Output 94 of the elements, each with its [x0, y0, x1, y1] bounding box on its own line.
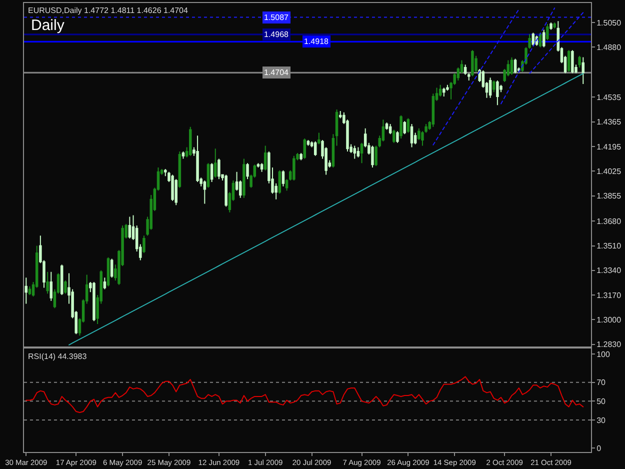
candlestick [196, 135, 199, 182]
y-tick-label: 100 [596, 350, 610, 359]
y-tick-label: 1.3170 [596, 290, 622, 300]
candlestick [110, 258, 114, 278]
y-tick-label: 1.3340 [596, 266, 622, 276]
candlestick [314, 140, 317, 156]
candlestick [92, 281, 96, 322]
candlestick [400, 114, 402, 139]
candlestick [103, 277, 106, 290]
candlestick [306, 139, 310, 146]
y-tick-label: 1.2830 [596, 340, 622, 350]
candlestick [206, 162, 210, 188]
candlestick [178, 151, 182, 188]
chart-title: EURUSD,Daily 1.4772 1.4811 1.4626 1.4704 [28, 6, 189, 15]
candlestick [492, 80, 496, 93]
candlestick [174, 178, 178, 206]
candlestick [567, 50, 570, 72]
candlestick [218, 158, 220, 180]
candlestick [300, 152, 302, 161]
y-tick-label: 1.4195 [596, 142, 622, 152]
candlestick [46, 271, 49, 294]
candlestick [50, 271, 53, 302]
candlestick [224, 174, 228, 208]
y-tick-label: 70 [596, 378, 606, 388]
candlestick [128, 216, 132, 239]
y-tick-label: 1.4535 [596, 93, 622, 102]
candlestick [171, 174, 174, 202]
y-tick-label: 1.4365 [596, 118, 622, 127]
candlestick [303, 138, 306, 160]
candlestick [542, 29, 546, 48]
y-tick-label: 1.3855 [596, 192, 622, 201]
candlestick [510, 56, 514, 76]
candlestick [246, 162, 249, 180]
candlestick [64, 280, 67, 294]
text: RSI(14) 44.3983 [28, 352, 88, 361]
candlestick [550, 22, 552, 30]
candlestick [438, 84, 442, 97]
candlestick [356, 146, 360, 158]
candlestick [260, 162, 264, 172]
candlestick [292, 155, 296, 182]
candlestick [442, 87, 446, 97]
candlestick [403, 120, 406, 135]
candlestick [496, 80, 499, 106]
ref-line-label: 1.5087 [264, 13, 290, 22]
candlestick [28, 286, 32, 296]
candlestick [514, 58, 517, 74]
candlestick [24, 277, 28, 304]
candlestick [142, 235, 146, 254]
y-tick-label: 1.4880 [596, 43, 622, 52]
candlestick [385, 122, 388, 130]
candlestick [189, 126, 192, 156]
candlestick [318, 132, 320, 145]
candlestick [571, 50, 574, 74]
ref-line-label: 1.4704 [264, 68, 290, 77]
y-tick-label: 1.3510 [596, 242, 622, 251]
y-tick-label: 0 [596, 444, 602, 454]
candlestick [182, 151, 185, 160]
candlestick [264, 145, 267, 171]
annotation: Daily [31, 17, 65, 34]
candlestick [392, 129, 396, 144]
candlestick [371, 145, 374, 168]
candlestick [396, 130, 399, 144]
candlestick [335, 109, 338, 146]
candlestick [406, 118, 410, 134]
candlestick [388, 124, 392, 135]
candlestick [282, 170, 285, 187]
candlestick [546, 24, 549, 40]
y-tick-label: 50 [596, 396, 606, 406]
candlestick [553, 22, 556, 29]
line-series [26, 376, 584, 413]
candlestick [332, 134, 335, 168]
candlestick [210, 162, 214, 182]
candlestick [353, 145, 356, 160]
candlestick [242, 158, 246, 198]
candlestick [60, 264, 64, 296]
candlestick [582, 56, 585, 85]
candlestick [488, 77, 492, 98]
candlestick [203, 180, 206, 204]
candlestick [578, 55, 581, 68]
y-tick-label: 1.5050 [596, 18, 622, 28]
candlestick [278, 170, 282, 194]
candlestick [106, 256, 110, 287]
ref-line-label: 1.4968 [264, 30, 290, 39]
y-tick-label: 30 [596, 416, 606, 425]
y-tick-label: 1.3680 [596, 216, 622, 226]
candlestick [360, 142, 364, 164]
y-tick-label: 1.4025 [596, 166, 622, 176]
candlestick [471, 50, 474, 77]
candlestick [256, 162, 260, 168]
candlestick [410, 124, 414, 148]
candlestick [214, 148, 217, 178]
candlestick [532, 32, 535, 46]
y-tick-label: 1.3000 [596, 315, 622, 324]
ref-line-label: 1.4918 [304, 37, 330, 46]
